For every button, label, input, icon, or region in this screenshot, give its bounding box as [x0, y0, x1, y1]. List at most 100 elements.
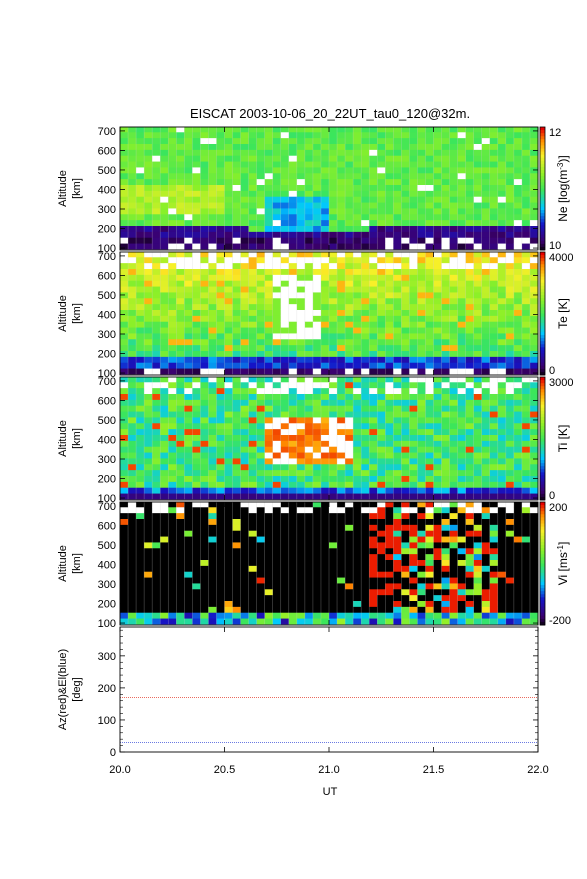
heatmap-cell	[160, 469, 169, 476]
heatmap-cell	[377, 321, 386, 328]
heatmap-cell	[248, 178, 258, 185]
heatmap-cell	[320, 303, 330, 310]
heatmap-cell	[361, 344, 370, 351]
heatmap-cell	[272, 315, 282, 322]
heatmap-cell	[481, 127, 491, 133]
heatmap-cell	[449, 292, 459, 299]
heatmap-cell	[401, 286, 410, 293]
heatmap-cell	[296, 184, 306, 191]
heatmap-cell	[433, 417, 442, 424]
heatmap-cell	[152, 524, 161, 531]
heatmap-cell	[473, 571, 483, 578]
heatmap-cell	[200, 368, 209, 375]
heatmap-cell	[393, 268, 402, 275]
heatmap-cell	[216, 606, 225, 613]
heatmap-cell	[393, 303, 402, 310]
heatmap-cell	[264, 309, 274, 316]
colorbar-segment	[540, 319, 545, 324]
heatmap-cell	[256, 428, 266, 435]
heatmap-cell	[409, 256, 418, 264]
heatmap-cell	[200, 417, 209, 424]
heatmap-cell	[288, 487, 298, 494]
heatmap-cell	[345, 155, 354, 162]
heatmap-cell	[353, 411, 362, 418]
heatmap-cell	[377, 256, 386, 264]
heatmap-cell	[272, 262, 282, 269]
heatmap-cell	[120, 393, 129, 400]
colorbar-segment	[540, 621, 545, 626]
heatmap-cell	[337, 137, 346, 144]
heatmap-cell	[497, 377, 507, 383]
heatmap-cell	[264, 243, 274, 250]
heatmap-cell	[345, 393, 354, 400]
heatmap-cell	[329, 143, 338, 150]
heatmap-cell	[329, 262, 338, 269]
heatmap-cell	[529, 588, 539, 596]
heatmap-cell	[505, 297, 515, 305]
heatmap-cell	[329, 577, 338, 584]
heatmap-cell	[272, 131, 282, 139]
heatmap-cell	[481, 184, 491, 191]
heatmap-cell	[529, 399, 539, 406]
heatmap-cell	[320, 542, 330, 549]
heatmap-cell	[320, 377, 330, 383]
heatmap-cell	[208, 155, 217, 162]
heatmap-cell	[288, 268, 298, 275]
heatmap-cell	[505, 440, 515, 447]
heatmap-cell	[256, 481, 266, 488]
heatmap-cell	[393, 377, 402, 383]
heatmap-cell	[465, 280, 475, 287]
heatmap-cell	[296, 428, 306, 435]
heatmap-cell	[264, 506, 274, 514]
heatmap-cell	[345, 184, 354, 191]
heatmap-cell	[481, 356, 491, 363]
heatmap-cell	[136, 612, 145, 619]
colorbar-segment	[540, 216, 545, 220]
heatmap-cell	[264, 387, 274, 394]
heatmap-cell	[497, 463, 507, 471]
heatmap-cell	[401, 399, 410, 406]
heatmap-cell	[529, 344, 539, 351]
heatmap-cell	[128, 536, 137, 543]
heatmap-cell	[385, 524, 394, 531]
heatmap-cell	[280, 506, 290, 514]
heatmap-cell	[256, 303, 266, 310]
heatmap-cell	[216, 475, 225, 482]
heatmap-cell	[361, 297, 370, 305]
heatmap-cell	[481, 167, 491, 174]
colorbar-segment	[540, 517, 545, 521]
colorbar-segment	[540, 615, 545, 620]
heatmap-cell	[353, 524, 362, 531]
heatmap-cell	[409, 127, 418, 133]
heatmap-cell	[497, 292, 507, 299]
heatmap-cell	[296, 547, 306, 555]
heatmap-cell	[481, 297, 491, 305]
heatmap-cell	[184, 327, 193, 334]
heatmap-cell	[168, 458, 177, 465]
heatmap-cell	[256, 600, 266, 607]
heatmap-cell	[184, 463, 193, 471]
heatmap-cell	[497, 502, 507, 508]
heatmap-cell	[441, 219, 450, 226]
heatmap-cell	[489, 280, 499, 287]
heatmap-cell	[280, 292, 290, 299]
heatmap-cell	[449, 506, 459, 514]
heatmap-cell	[208, 422, 217, 430]
heatmap-cell	[489, 202, 499, 209]
heatmap-cell	[208, 405, 217, 412]
heatmap-cell	[200, 553, 209, 560]
heatmap-cell	[337, 588, 346, 596]
heatmap-cell	[240, 405, 250, 412]
colorbar-segment	[540, 484, 545, 489]
heatmap-cell	[449, 327, 459, 334]
heatmap-cell	[240, 411, 250, 418]
heatmap-cell	[272, 481, 282, 488]
heatmap-cell	[497, 399, 507, 406]
heatmap-cell	[248, 333, 258, 340]
heatmap-cell	[136, 297, 145, 305]
heatmap-cell	[505, 428, 515, 435]
heatmap-cell	[361, 594, 370, 601]
heatmap-cell	[441, 446, 450, 453]
heatmap-cell	[449, 434, 459, 441]
heatmap-cell	[385, 594, 394, 601]
